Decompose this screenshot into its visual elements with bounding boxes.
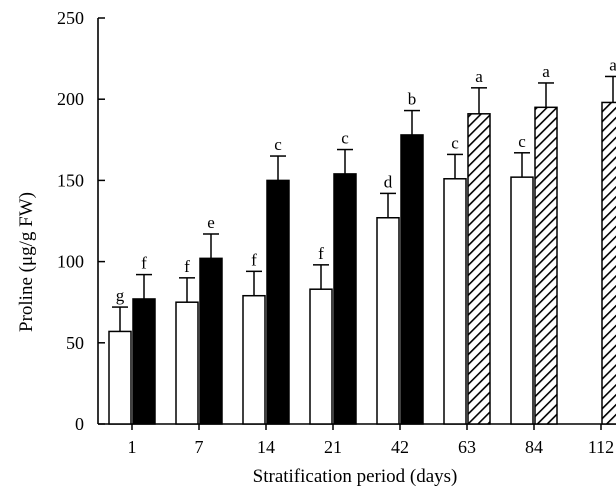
x-tick-label: 1 (128, 437, 137, 457)
bar-white-84 (510, 176, 534, 425)
significance-letter: g (116, 286, 125, 305)
bar-white-42 (376, 217, 400, 425)
bar-black-21 (333, 173, 357, 425)
y-tick-label: 0 (75, 414, 84, 434)
bar-hatched-63 (467, 113, 491, 425)
significance-letter: b (408, 90, 417, 109)
significance-letter: f (141, 254, 147, 273)
bar-white-1 (108, 330, 132, 425)
y-tick-label: 50 (66, 333, 84, 353)
significance-letter: c (451, 133, 459, 152)
significance-letter: e (207, 213, 215, 232)
bar-black-14 (266, 179, 290, 425)
bar-hatched-112 (601, 101, 616, 425)
x-tick-label: 14 (257, 437, 275, 457)
significance-letter: d (384, 172, 393, 191)
bar-black-42 (400, 134, 424, 425)
significance-letter: f (184, 257, 190, 276)
significance-letter: f (251, 250, 257, 269)
bar-white-21 (309, 288, 333, 425)
bar-white-14 (242, 294, 266, 425)
y-tick-label: 150 (57, 170, 84, 190)
bar-white-7 (175, 301, 199, 425)
x-tick-label: 112 (588, 437, 614, 457)
x-axis-title: Stratification period (days) (253, 466, 458, 487)
bar-black-7 (199, 257, 223, 425)
significance-letter: f (318, 244, 324, 263)
x-tick-label: 7 (195, 437, 204, 457)
x-tick-label: 84 (525, 437, 543, 457)
x-tick-label: 63 (458, 437, 476, 457)
y-tick-label: 250 (57, 8, 84, 28)
significance-letter: c (518, 132, 526, 151)
x-tick-label: 42 (391, 437, 409, 457)
bar-white-63 (443, 178, 467, 425)
significance-letter: a (475, 67, 483, 86)
significance-letter: c (341, 129, 349, 148)
significance-letter: a (542, 62, 550, 81)
y-tick-label: 100 (57, 252, 84, 272)
x-tick-label: 21 (324, 437, 342, 457)
bar-black-1 (132, 298, 156, 425)
bar-hatched-84 (534, 106, 558, 425)
significance-letter: c (274, 135, 282, 154)
significance-letter: a (609, 55, 616, 74)
y-axis-title: Proline (μg/g FW) (16, 192, 37, 332)
y-tick-label: 200 (57, 89, 84, 109)
